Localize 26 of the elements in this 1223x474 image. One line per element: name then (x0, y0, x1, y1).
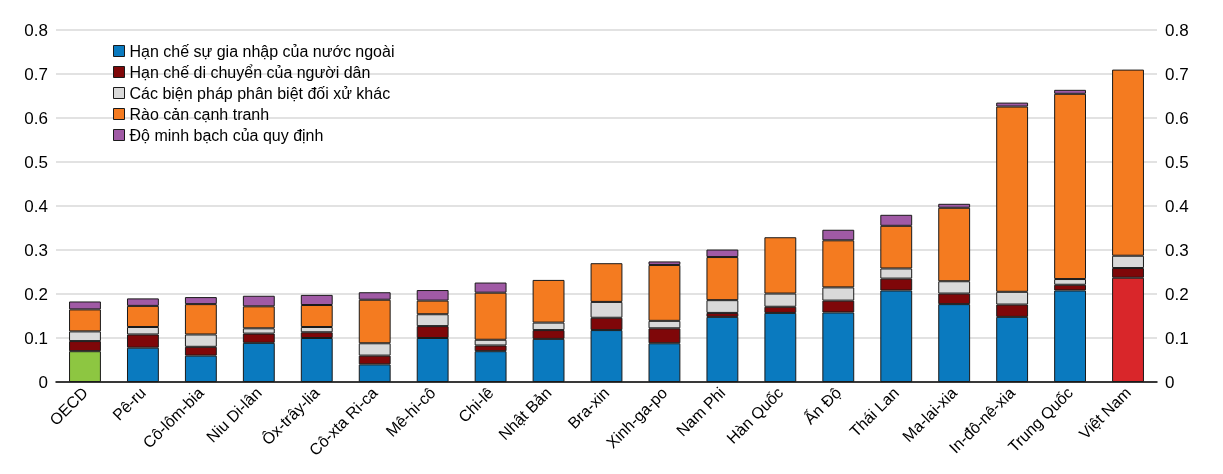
bar (706, 316, 739, 382)
x-tick-label: Ấn Độ (800, 383, 845, 428)
legend-label: Độ minh bạch của quy định (129, 126, 324, 144)
y2-tick-label: 0.7 (1165, 64, 1189, 84)
y-tick-label: 0.2 (24, 284, 48, 304)
y2-tick-label: 0.6 (1165, 108, 1189, 128)
x-tick-label: Thái Lan (846, 383, 903, 441)
y2-tick-label: 0.1 (1165, 328, 1189, 348)
y-tick-label: 0.7 (24, 64, 48, 84)
legend-label: Rào cản cạnh tranh (129, 105, 270, 123)
y-tick-label: 0.5 (24, 152, 48, 172)
y-tick-label: 0 (38, 372, 48, 392)
y-tick-label: 0.8 (24, 20, 48, 40)
y2-tick-label: 0.2 (1165, 284, 1189, 304)
y-tick-label: 0.4 (24, 196, 48, 216)
legend-label: Các biện pháp phân biệt đối xử khác (129, 84, 391, 102)
y2-tick-label: 0.5 (1165, 152, 1189, 172)
y-tick-label: 0.3 (24, 240, 48, 260)
y2-tick-label: 0.8 (1165, 20, 1189, 40)
legend-label: Hạn chế di chuyển của người dân (129, 63, 371, 81)
legend-label: Hạn chế sự gia nhập của nước ngoài (129, 42, 395, 60)
y-tick-label: 0.6 (24, 108, 48, 128)
y2-tick-label: 0 (1165, 372, 1175, 392)
y2-tick-label: 0.4 (1165, 196, 1189, 216)
y-tick-label: 0.1 (24, 328, 48, 348)
y2-tick-label: 0.3 (1165, 240, 1189, 260)
